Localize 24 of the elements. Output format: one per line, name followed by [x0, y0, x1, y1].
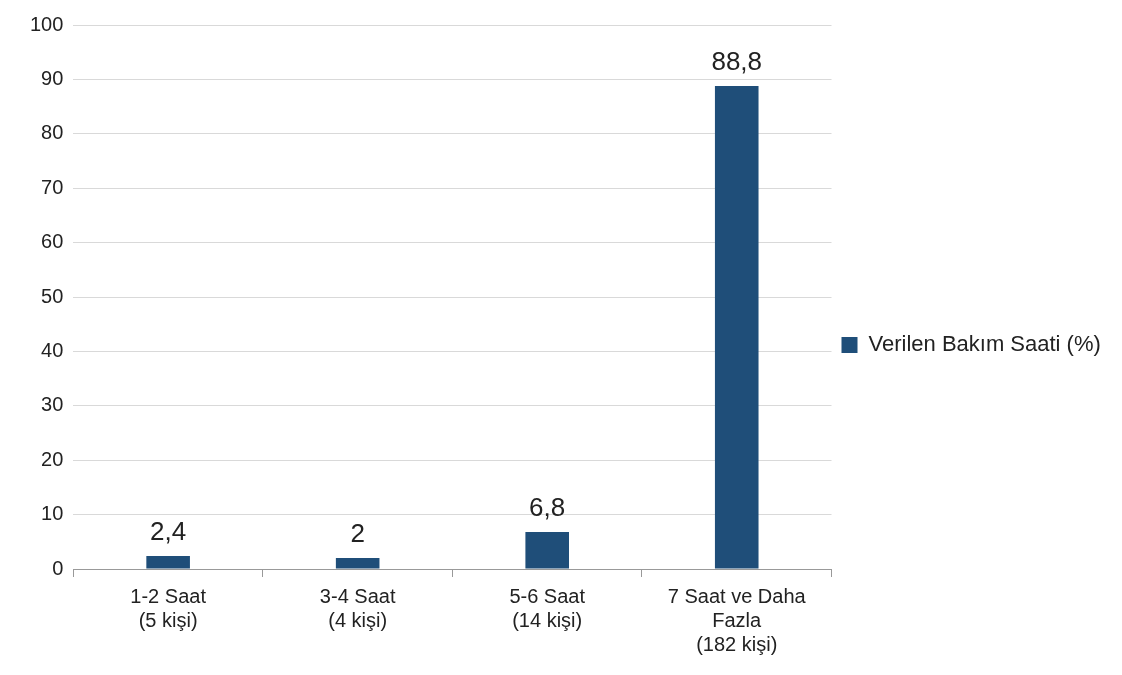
y-tick-label: 90	[41, 66, 64, 89]
data-label: 2,4	[150, 516, 187, 547]
data-label: 2	[350, 518, 365, 549]
bar	[335, 558, 380, 569]
y-tick-label: 30	[41, 393, 64, 416]
legend-label: Verilen Bakım Saati (%)	[868, 331, 1101, 357]
x-tick-label: 3-4 Saat (4 kişi)	[319, 584, 396, 631]
y-tick-label: 80	[41, 121, 64, 144]
bar	[525, 532, 569, 569]
data-label: 6,8	[529, 492, 566, 523]
x-tick-label: 7 Saat ve Daha Fazla (182 kişi)	[667, 584, 807, 655]
y-tick-label: 70	[41, 175, 64, 198]
bar	[146, 555, 190, 569]
y-tick-label: 100	[29, 12, 64, 35]
y-tick-label: 50	[41, 284, 64, 307]
y-tick-label: 20	[41, 447, 64, 470]
y-tick-label: 10	[41, 502, 64, 525]
y-tick-label: 40	[41, 338, 64, 361]
bar	[714, 85, 759, 569]
y-tick-label: 60	[41, 230, 64, 253]
y-tick-label: 0	[52, 556, 64, 579]
data-label: 88,8	[711, 46, 763, 77]
x-tick-label: 5-6 Saat (14 kişi)	[509, 584, 586, 631]
x-tick-label: 1-2 Saat (5 kişi)	[130, 584, 207, 631]
